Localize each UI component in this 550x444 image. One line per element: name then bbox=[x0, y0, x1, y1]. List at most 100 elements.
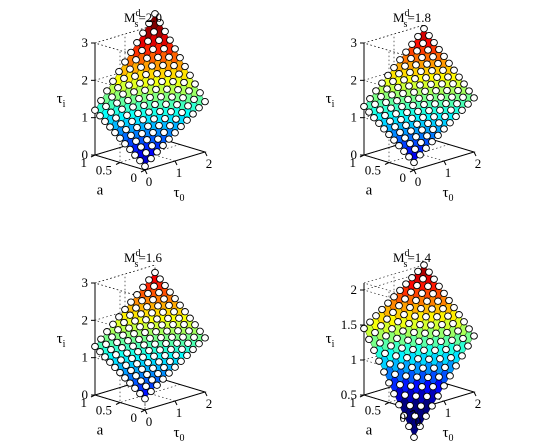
data-point bbox=[406, 68, 414, 77]
data-point bbox=[397, 362, 405, 370]
data-point bbox=[396, 381, 404, 389]
data-point bbox=[119, 90, 127, 98]
z-tick-label: 1 bbox=[82, 350, 89, 365]
data-point bbox=[107, 108, 115, 116]
data-point bbox=[185, 87, 193, 95]
data-point bbox=[412, 296, 420, 305]
data-point bbox=[149, 45, 157, 53]
data-point bbox=[444, 312, 452, 320]
data-point bbox=[183, 351, 191, 360]
x-tick-mark bbox=[413, 409, 417, 415]
z-tick-label: 3 bbox=[82, 275, 89, 290]
data-point bbox=[434, 59, 442, 68]
data-point bbox=[435, 373, 443, 381]
data-point bbox=[425, 355, 433, 363]
data-point bbox=[138, 297, 146, 305]
data-point bbox=[195, 104, 203, 112]
data-point bbox=[154, 369, 162, 378]
data-point bbox=[97, 335, 105, 343]
x-tick-label: 1 bbox=[176, 165, 183, 180]
data-point bbox=[449, 80, 457, 88]
z-axis-label: τi bbox=[57, 91, 66, 110]
data-point bbox=[454, 327, 462, 335]
data-point bbox=[360, 102, 368, 111]
data-point bbox=[447, 354, 455, 362]
data-point bbox=[148, 142, 156, 150]
data-point bbox=[394, 83, 402, 92]
data-point bbox=[413, 120, 421, 128]
data-point bbox=[408, 114, 416, 122]
data-point bbox=[196, 89, 204, 97]
data-point bbox=[135, 94, 143, 103]
data-point bbox=[170, 61, 178, 70]
x-tick-mark bbox=[443, 160, 447, 166]
data-point bbox=[413, 281, 421, 290]
data-point bbox=[408, 274, 416, 282]
data-point bbox=[195, 340, 203, 348]
data-point bbox=[382, 332, 390, 340]
data-point bbox=[109, 77, 117, 85]
data-point bbox=[119, 331, 127, 339]
data-point bbox=[440, 52, 448, 61]
data-point bbox=[151, 340, 159, 348]
data-point bbox=[156, 346, 164, 354]
data-point bbox=[155, 121, 163, 130]
data-point bbox=[441, 112, 449, 121]
data-point bbox=[140, 341, 148, 349]
data-point bbox=[127, 366, 135, 375]
data-point bbox=[390, 390, 398, 398]
data-point bbox=[145, 108, 153, 116]
data-point bbox=[429, 125, 437, 134]
data-point bbox=[153, 70, 161, 78]
data-point bbox=[420, 261, 428, 269]
data-point bbox=[147, 78, 155, 86]
z-tick-label: 1 bbox=[351, 110, 358, 125]
data-point bbox=[155, 36, 163, 44]
data-point bbox=[165, 53, 173, 61]
data-point bbox=[155, 288, 163, 297]
data-point bbox=[164, 314, 172, 323]
data-point bbox=[426, 338, 434, 346]
data-point bbox=[433, 73, 441, 81]
x-tick-label: 2 bbox=[475, 156, 482, 171]
data-point bbox=[125, 81, 133, 89]
data-point bbox=[382, 98, 390, 107]
data-point bbox=[392, 110, 400, 118]
data-point bbox=[181, 62, 189, 71]
data-point bbox=[149, 296, 157, 304]
data-point bbox=[171, 45, 179, 53]
data-point bbox=[191, 321, 199, 329]
data-point bbox=[139, 353, 147, 361]
data-point bbox=[97, 96, 105, 105]
data-point bbox=[385, 379, 393, 387]
y-axis-label: a bbox=[97, 183, 104, 199]
y-tick-label: 0.5 bbox=[365, 163, 381, 178]
y-tick-label: 0 bbox=[400, 410, 407, 425]
x-tick-mark bbox=[473, 391, 477, 397]
data-point bbox=[129, 103, 137, 111]
data-point bbox=[144, 359, 152, 367]
data-point bbox=[161, 27, 169, 36]
data-point bbox=[144, 37, 152, 45]
data-point bbox=[458, 106, 466, 114]
data-point bbox=[179, 94, 187, 102]
data-point bbox=[132, 137, 140, 145]
data-point bbox=[415, 337, 423, 345]
data-point bbox=[418, 383, 426, 391]
data-point bbox=[201, 97, 209, 106]
data-point bbox=[420, 100, 428, 109]
z-tick-label: 3 bbox=[351, 35, 358, 50]
x-tick-mark bbox=[204, 151, 208, 157]
data-point bbox=[370, 346, 378, 354]
data-point bbox=[116, 134, 124, 142]
data-point bbox=[436, 355, 444, 363]
data-point bbox=[111, 363, 119, 372]
data-point bbox=[101, 117, 109, 126]
z-tick-label: 0 bbox=[82, 387, 89, 402]
data-point bbox=[114, 84, 122, 92]
data-point bbox=[162, 100, 170, 108]
data-point bbox=[454, 86, 462, 95]
